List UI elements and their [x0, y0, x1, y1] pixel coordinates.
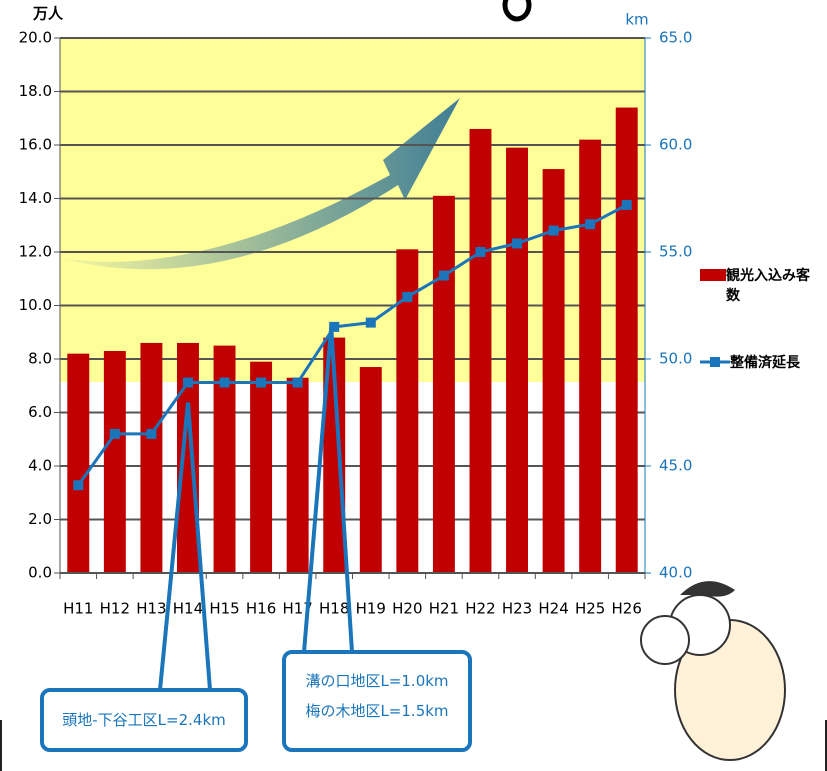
x-tick-label: H20: [392, 600, 422, 618]
y-tick-label: 12.0: [19, 243, 52, 261]
x-tick-label: H18: [319, 600, 349, 618]
decoration: [502, 0, 532, 22]
callout-line: [158, 402, 212, 691]
x-tick-label: H12: [100, 600, 130, 618]
y-tick-label: 4.0: [28, 457, 52, 475]
y2-tick-label: 40.0: [659, 564, 692, 582]
annotation: 梅の木地区L=1.5km: [305, 702, 449, 720]
marker: [438, 270, 449, 281]
x-tick-label: H22: [465, 600, 495, 618]
y2-tick-label: 50.0: [659, 350, 692, 368]
marker: [585, 219, 596, 230]
y2-tick-label: 60.0: [659, 136, 692, 154]
legend-item: 整備済延長: [700, 352, 800, 372]
bar: [177, 342, 199, 573]
bar: [140, 342, 163, 573]
bar: [103, 350, 126, 573]
marker: [292, 377, 303, 388]
bar: [432, 195, 455, 573]
y-tick-label: 20.0: [19, 29, 52, 47]
legend-label: 整備済延長: [730, 355, 800, 371]
bar: [469, 128, 492, 573]
legend-label: 観光入込み客数: [726, 268, 810, 304]
bar: [67, 353, 90, 573]
y-tick-label: 14.0: [19, 189, 52, 207]
bar: [359, 367, 382, 573]
marker: [329, 321, 340, 332]
x-tick-label: H17: [282, 600, 312, 618]
y-tick-label: 6.0: [28, 403, 52, 421]
marker: [73, 480, 84, 491]
marker: [475, 247, 486, 257]
x-tick-label: H16: [246, 600, 276, 618]
y-tick-label: 18.0: [19, 82, 52, 100]
x-tick-label: H25: [575, 600, 605, 618]
y-tick-label: 0.0: [28, 564, 52, 582]
bar: [396, 249, 419, 573]
legend-swatch: [700, 357, 730, 367]
callout-line: [302, 326, 354, 653]
trend-arrow: [60, 98, 460, 270]
x-tick-label: H13: [136, 600, 166, 618]
bar: [579, 139, 602, 573]
y-tick-label: 2.0: [28, 510, 52, 528]
y-unit: 万人: [32, 5, 64, 23]
annotation: 溝の口地区L=1.0km: [305, 672, 449, 690]
x-tick-label: H19: [356, 600, 386, 618]
annotation-box: 溝の口地区L=1.0km 梅の木地区L=1.5km: [282, 650, 472, 752]
bar: [286, 377, 309, 573]
x-tick-label: H24: [538, 600, 568, 618]
bar: [542, 169, 565, 573]
y-tick-label: 10.0: [19, 296, 52, 314]
bar: [615, 107, 638, 574]
y-tick-label: 16.0: [19, 136, 52, 154]
x-tick-label: H14: [173, 600, 203, 618]
legend-swatch: [700, 269, 726, 281]
annotation: 頭地-下谷工区L=2.4km: [40, 688, 248, 752]
bar: [506, 147, 528, 574]
marker: [365, 317, 376, 328]
mascot: [640, 581, 786, 761]
marker: [402, 291, 413, 302]
marker: [621, 199, 632, 210]
marker: [182, 377, 193, 388]
marker: [219, 377, 230, 388]
line: [77, 203, 628, 487]
marker: [256, 377, 267, 388]
marker: [109, 428, 120, 439]
marker: [146, 428, 157, 439]
x-tick-label: H15: [209, 600, 239, 618]
bar: [250, 361, 273, 573]
y2-unit: km: [625, 11, 648, 29]
y2-tick-label: 45.0: [659, 457, 692, 475]
bar: [213, 345, 236, 573]
marker: [548, 225, 559, 236]
x-tick-label: H23: [502, 600, 532, 618]
marker: [512, 238, 523, 249]
y2-tick-label: 55.0: [659, 243, 692, 261]
legend-item: 観光入込み客数: [700, 265, 810, 305]
y-tick-label: 8.0: [28, 350, 52, 368]
x-tick-label: H26: [612, 600, 642, 618]
x-tick-label: H21: [429, 600, 459, 618]
y2-tick-label: 65.0: [659, 29, 692, 47]
bar: [323, 337, 346, 573]
x-tick-label: H11: [63, 600, 93, 618]
